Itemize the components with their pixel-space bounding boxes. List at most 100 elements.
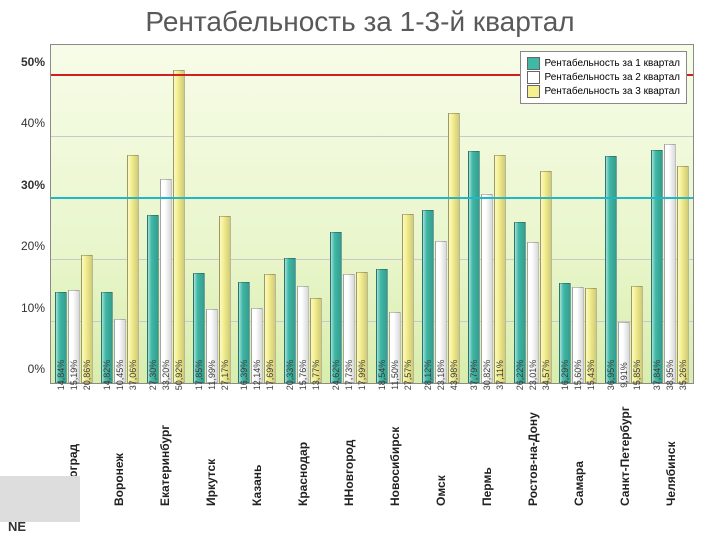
bar-group: 14,82%10,45%37,06%	[97, 45, 143, 383]
bar-group: 24,62%17,73%17,99%	[326, 45, 372, 383]
bar: 37,06%	[127, 155, 139, 383]
y-tick-label: 30%	[21, 178, 45, 192]
bar-value-label: 16,29%	[560, 360, 570, 391]
bar-value-label: 9,91%	[619, 362, 629, 388]
bar: 15,60%	[572, 287, 584, 383]
bar: 17,73%	[343, 274, 355, 383]
bar-value-label: 15,60%	[573, 360, 583, 391]
bar: 11,50%	[389, 312, 401, 383]
x-tick-label: Омск	[418, 386, 464, 506]
bar-value-label: 37,79%	[469, 360, 479, 391]
bar-value-label: 27,57%	[403, 360, 413, 391]
legend-label: Рентабельность за 3 квартал	[545, 86, 681, 97]
bar-value-label: 15,43%	[586, 360, 596, 391]
bar: 12,14%	[251, 308, 263, 383]
x-tick-label: Самара	[556, 386, 602, 506]
corner-logo: NE	[8, 519, 26, 534]
bar-value-label: 27,30%	[148, 360, 158, 391]
bar: 15,43%	[585, 288, 597, 383]
bar-value-label: 15,76%	[298, 360, 308, 391]
bar: 43,98%	[448, 113, 460, 383]
bar: 15,76%	[297, 286, 309, 383]
bar: 37,84%	[651, 150, 663, 383]
x-axis: ВолгоградВоронежЕкатеринбургИркутскКазан…	[50, 386, 694, 506]
bar-value-label: 11,50%	[390, 360, 400, 390]
bar-value-label: 43,98%	[449, 360, 459, 391]
bar: 33,20%	[160, 179, 172, 383]
x-tick-label: Ростов-на-Дону	[510, 386, 556, 506]
bar: 26,22%	[514, 222, 526, 383]
bar-group: 18,54%11,50%27,57%	[372, 45, 418, 383]
bar: 35,26%	[677, 166, 689, 383]
bar-value-label: 36,95%	[606, 360, 616, 391]
bar-value-label: 37,06%	[128, 360, 138, 391]
bar: 27,30%	[147, 215, 159, 383]
x-tick-label: Санкт-Петербург	[602, 386, 648, 506]
bar-value-label: 12,14%	[252, 360, 262, 391]
bar: 9,91%	[618, 322, 630, 383]
bar: 13,77%	[310, 298, 322, 383]
bar-group: 16,39%12,14%17,69%	[234, 45, 280, 383]
bar: 16,39%	[238, 282, 250, 383]
bar-value-label: 15,19%	[69, 360, 79, 391]
legend-swatch	[527, 57, 540, 70]
bar-group: 27,30%33,20%50,92%	[143, 45, 189, 383]
bar: 17,85%	[193, 273, 205, 383]
bar-value-label: 26,22%	[515, 360, 525, 391]
bar-group: 20,33%15,76%13,77%	[280, 45, 326, 383]
bar: 15,19%	[68, 290, 80, 383]
bar-value-label: 37,11%	[495, 360, 505, 390]
x-tick-label: Пермь	[464, 386, 510, 506]
bar: 37,79%	[468, 151, 480, 383]
plot-area: 0%10%20%30%40%50% Рентабельность за 1 кв…	[50, 44, 694, 384]
bar-value-label: 35,26%	[678, 360, 688, 391]
bar-value-label: 24,62%	[331, 360, 341, 391]
x-tick-label: Новосибирск	[372, 386, 418, 506]
bar-value-label: 30,82%	[482, 360, 492, 391]
bar: 50,92%	[173, 70, 185, 383]
chart-container: 0%10%20%30%40%50% Рентабельность за 1 кв…	[50, 44, 694, 506]
y-tick-label: 20%	[21, 239, 45, 253]
bar-value-label: 11,99%	[207, 360, 217, 390]
bar: 15,85%	[631, 286, 643, 383]
bar: 20,33%	[284, 258, 296, 383]
bar-value-label: 27,17%	[220, 360, 230, 391]
x-tick-label: Воронеж	[96, 386, 142, 506]
legend: Рентабельность за 1 квартал Рентабельност…	[520, 51, 688, 104]
bar: 38,95%	[664, 144, 676, 383]
legend-item: Рентабельность за 3 квартал	[527, 85, 681, 98]
bar-value-label: 14,84%	[56, 360, 66, 391]
y-axis: 0%10%20%30%40%50%	[1, 45, 51, 383]
bar: 14,82%	[101, 292, 113, 383]
y-tick-label: 10%	[21, 301, 45, 315]
legend-label: Рентабельность за 1 квартал	[545, 58, 681, 69]
bar-value-label: 17,73%	[344, 360, 354, 391]
bar-value-label: 38,95%	[665, 360, 675, 391]
bar-value-label: 17,85%	[194, 360, 204, 391]
bar-group: 28,12%23,18%43,98%	[418, 45, 464, 383]
bar-value-label: 20,86%	[82, 360, 92, 391]
bar-value-label: 16,39%	[239, 360, 249, 391]
bar: 27,57%	[402, 214, 414, 383]
bar: 11,99%	[206, 309, 218, 383]
bar: 28,12%	[422, 210, 434, 383]
bar: 36,95%	[605, 156, 617, 383]
bar-value-label: 23,01%	[528, 360, 538, 391]
bar-value-label: 20,33%	[285, 360, 295, 391]
bar: 17,69%	[264, 274, 276, 383]
bar: 27,17%	[219, 216, 231, 383]
y-tick-label: 0%	[28, 362, 45, 376]
bar-value-label: 34,57%	[541, 360, 551, 391]
legend-swatch	[527, 71, 540, 84]
legend-label: Рентабельность за 2 квартал	[545, 72, 681, 83]
y-tick-label: 40%	[21, 116, 45, 130]
legend-item: Рентабельность за 1 квартал	[527, 57, 681, 70]
legend-item: Рентабельность за 2 квартал	[527, 71, 681, 84]
bar-value-label: 15,85%	[632, 360, 642, 391]
bar-value-label: 50,92%	[174, 360, 184, 391]
chart-title: Рентабельность за 1-3-й квартал	[0, 0, 720, 40]
bar-value-label: 17,99%	[357, 360, 367, 391]
bar: 24,62%	[330, 232, 342, 383]
bar-value-label: 23,18%	[436, 360, 446, 391]
bar-group: 17,85%11,99%27,17%	[189, 45, 235, 383]
